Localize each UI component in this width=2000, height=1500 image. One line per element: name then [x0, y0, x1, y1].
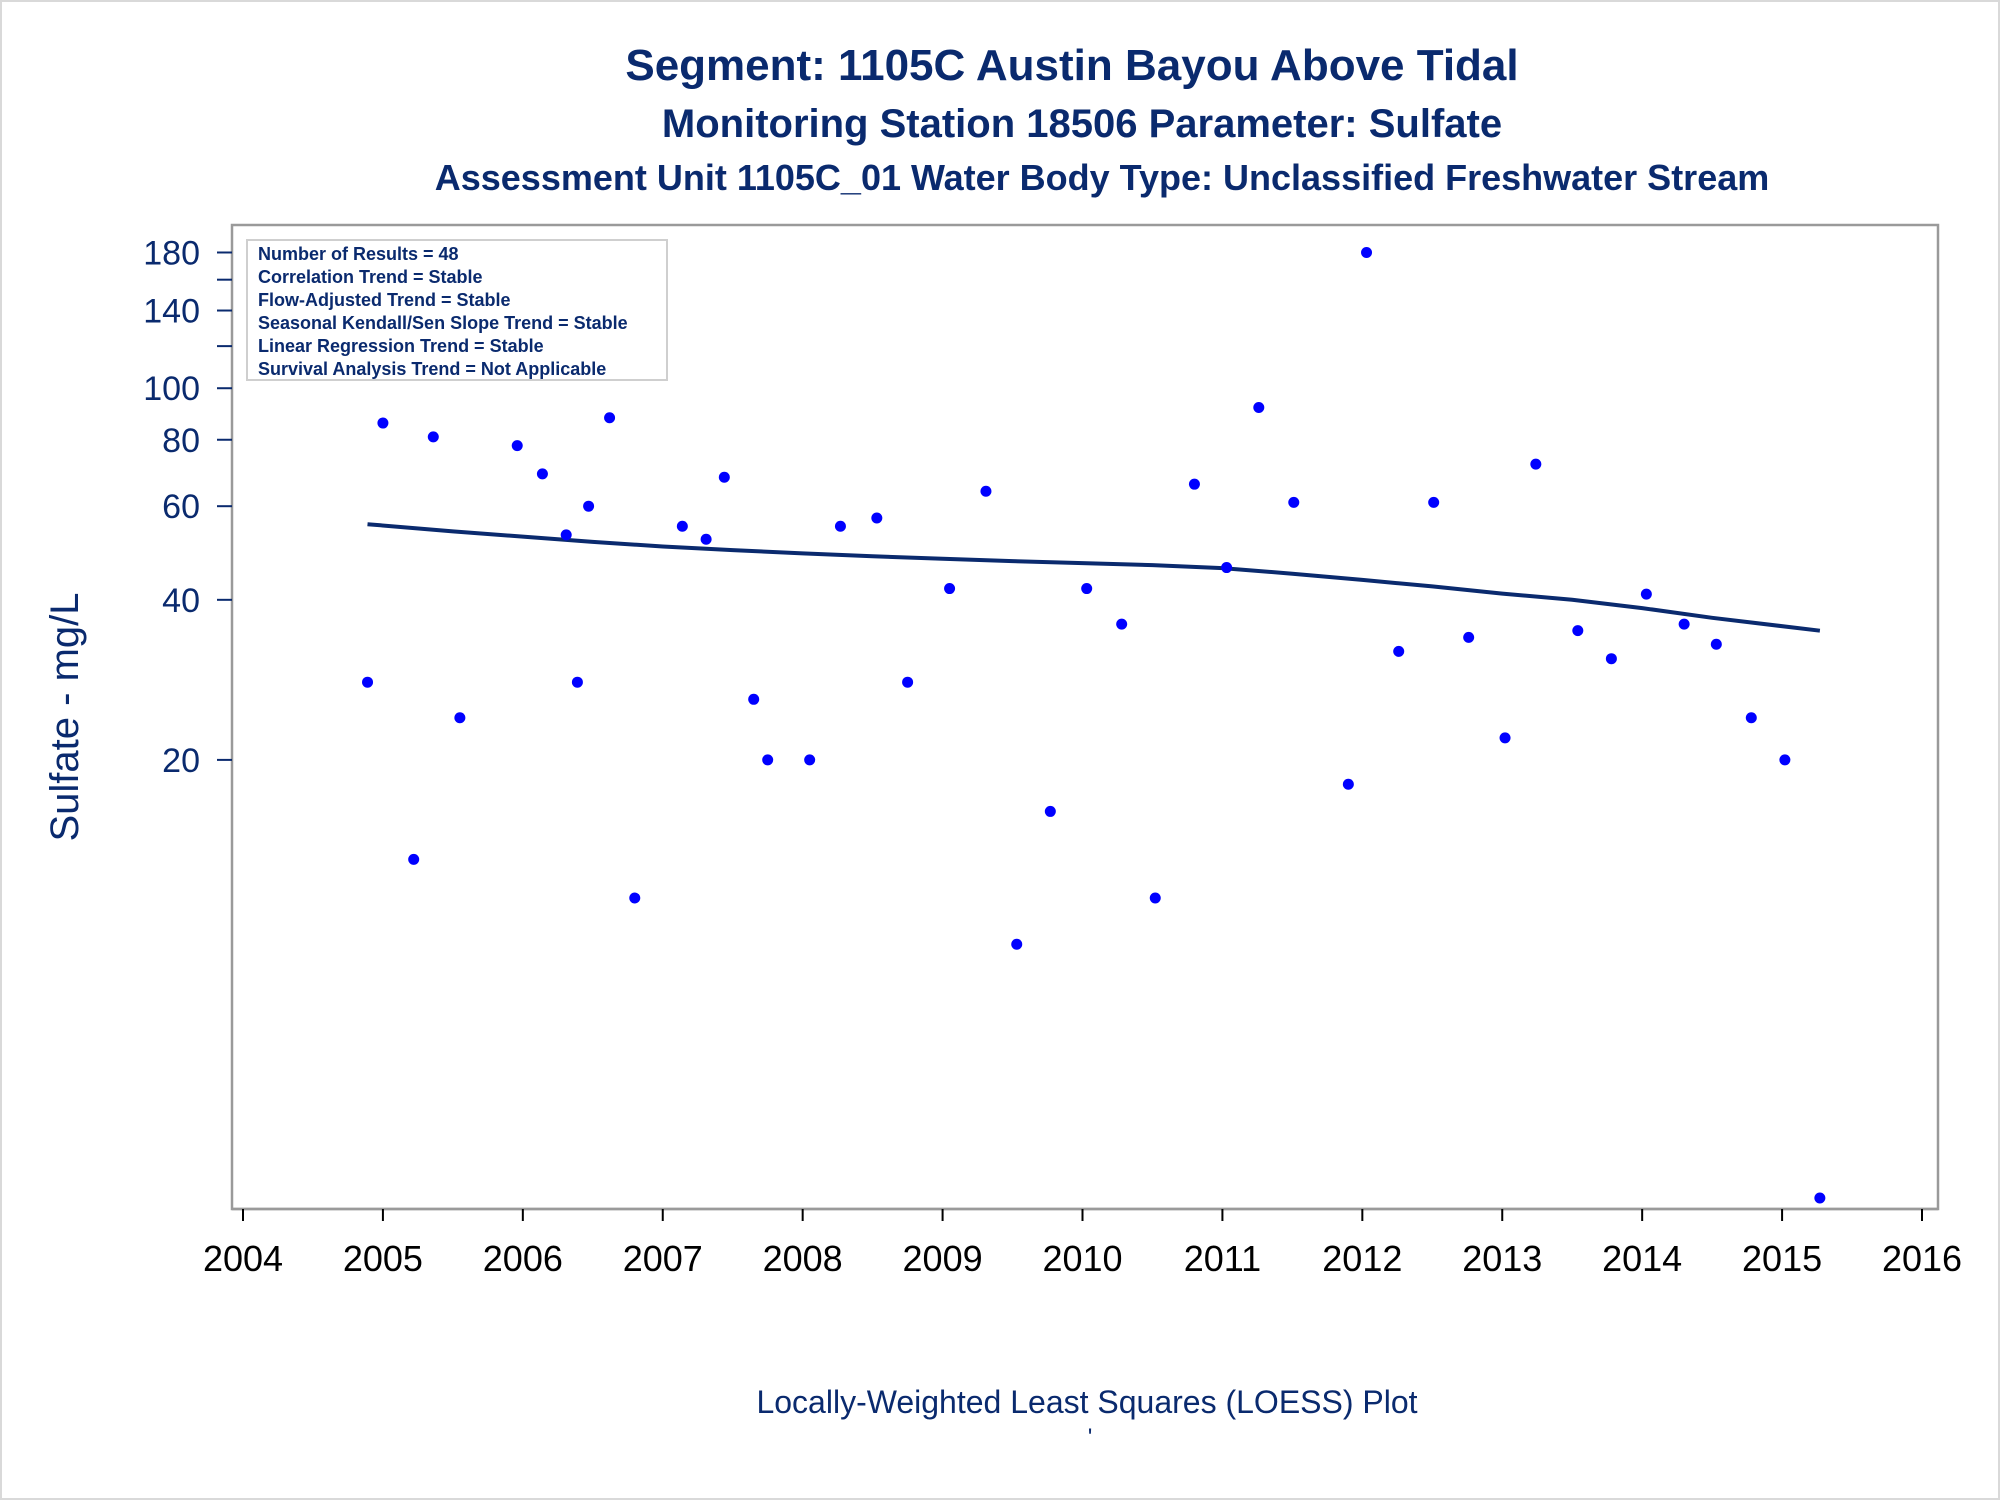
- x-tick-label: 2008: [763, 1238, 843, 1279]
- legend: Number of Results = 48 Correlation Trend …: [246, 239, 668, 381]
- data-point: [1745, 712, 1757, 724]
- legend-line: Survival Analysis Trend = Not Applicable: [258, 359, 606, 379]
- data-point: [427, 431, 439, 443]
- data-point: [1044, 805, 1056, 817]
- y-tick-label: 40: [162, 582, 200, 620]
- data-point: [1011, 938, 1023, 950]
- footnote-mark: ': [1088, 1424, 1093, 1451]
- y-axis: 20 40 60 80 100 140 180: [143, 234, 232, 780]
- y-tick-label: 100: [143, 370, 200, 408]
- data-point: [1640, 588, 1652, 600]
- data-point: [1393, 645, 1405, 657]
- data-point: [1081, 583, 1093, 595]
- data-point: [1221, 562, 1233, 574]
- x-tick-label: 2011: [1184, 1238, 1261, 1279]
- data-point: [700, 533, 712, 545]
- data-point: [980, 485, 992, 497]
- x-tick-label: 2013: [1462, 1238, 1542, 1279]
- x-tick-label: 2006: [483, 1238, 563, 1279]
- data-point: [571, 676, 583, 688]
- data-point: [1116, 618, 1128, 630]
- data-point: [511, 440, 523, 452]
- x-tick-label: 2015: [1742, 1238, 1822, 1279]
- data-point: [1288, 496, 1300, 508]
- loess-series: [367, 522, 1821, 633]
- x-tick-label: 2004: [203, 1238, 283, 1279]
- legend-line: Number of Results = 48: [258, 244, 459, 264]
- data-point: [1342, 778, 1354, 790]
- x-tick-label: 2009: [903, 1238, 983, 1279]
- scatter-series: [362, 246, 1826, 1204]
- data-point: [1678, 618, 1690, 630]
- legend-line: Seasonal Kendall/Sen Slope Trend = Stabl…: [258, 313, 628, 333]
- data-point: [377, 417, 389, 429]
- y-tick-label: 20: [162, 742, 200, 780]
- x-tick-label: 2007: [623, 1238, 703, 1279]
- data-point: [1605, 653, 1617, 665]
- y-tick-label: 140: [143, 293, 200, 331]
- chart-subtitle: Monitoring Station 18506 Parameter: Sulf…: [662, 102, 1502, 146]
- data-point: [871, 512, 883, 524]
- data-point: [408, 853, 420, 865]
- data-point: [362, 676, 374, 688]
- chart-subtitle-2: Assessment Unit 1105C_01 Water Body Type…: [435, 157, 1770, 198]
- data-point: [902, 676, 914, 688]
- data-point: [583, 500, 595, 512]
- data-point: [748, 693, 760, 705]
- data-point: [762, 754, 774, 766]
- data-point: [1361, 246, 1373, 258]
- loess-line: [367, 522, 1821, 633]
- data-point: [1779, 754, 1791, 766]
- data-point: [1572, 625, 1584, 637]
- data-point: [536, 468, 548, 480]
- data-point: [1814, 1192, 1826, 1204]
- y-axis-label: Sulfate - mg/L: [43, 592, 87, 841]
- data-point: [1188, 478, 1200, 490]
- data-point: [604, 412, 616, 424]
- data-point: [718, 471, 730, 483]
- x-tick-label: 2010: [1042, 1238, 1122, 1279]
- chart-title: Segment: 1105C Austin Bayou Above Tidal: [625, 41, 1518, 90]
- x-axis: 2004 2005 2006 2007 2008 2009 2010 2011 2012 2013…: [203, 1207, 1962, 1279]
- legend-lines: Number of Results = 48 Correlation Trend …: [258, 244, 628, 379]
- footnote: Locally-Weighted Least Squares (LOESS) P…: [756, 1384, 1417, 1420]
- data-point: [1253, 401, 1265, 413]
- x-tick-label: 2016: [1882, 1238, 1962, 1279]
- data-point: [1710, 638, 1722, 650]
- data-point: [1428, 496, 1440, 508]
- legend-box: [246, 239, 668, 381]
- data-point: [454, 712, 466, 724]
- y-tick-label: 180: [143, 234, 200, 272]
- x-tick-label: 2012: [1322, 1238, 1402, 1279]
- y-tick-label: 80: [162, 422, 200, 460]
- data-point: [1530, 458, 1542, 470]
- data-point: [1463, 631, 1475, 643]
- data-point: [1499, 732, 1511, 744]
- x-tick-label: 2005: [343, 1238, 423, 1279]
- data-point: [560, 529, 572, 541]
- legend-line: Linear Regression Trend = Stable: [258, 336, 544, 356]
- data-point: [834, 520, 846, 532]
- data-point: [1149, 892, 1161, 904]
- data-point: [629, 892, 641, 904]
- data-point: [676, 520, 688, 532]
- data-point: [944, 583, 956, 595]
- y-tick-label: 60: [162, 488, 200, 526]
- legend-line: Flow-Adjusted Trend = Stable: [258, 290, 511, 310]
- legend-line: Correlation Trend = Stable: [258, 267, 483, 287]
- x-tick-label: 2014: [1602, 1238, 1682, 1279]
- data-point: [804, 754, 816, 766]
